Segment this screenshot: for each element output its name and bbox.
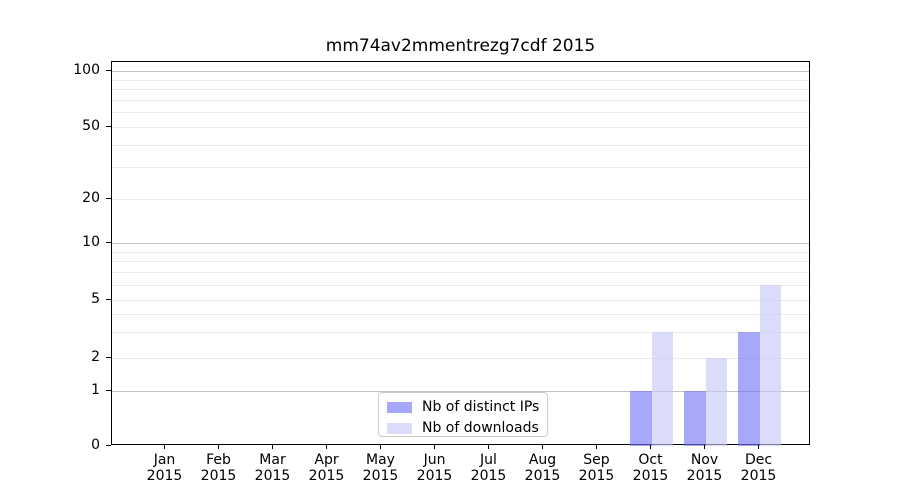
y-tick-label: 20 bbox=[82, 190, 100, 206]
bar-distinct-ips-dec bbox=[738, 332, 760, 446]
gridline-80 bbox=[112, 89, 809, 91]
y-tick-mark bbox=[105, 241, 111, 243]
legend-label: Nb of distinct IPs bbox=[422, 399, 540, 415]
gridline-1 bbox=[112, 391, 809, 392]
y-tick-mark bbox=[105, 197, 111, 199]
y-tick-mark bbox=[105, 69, 111, 71]
bar-downloads-oct bbox=[651, 332, 673, 446]
gridline-6 bbox=[112, 285, 809, 286]
y-tick-label: 10 bbox=[82, 234, 100, 250]
gridline-2 bbox=[112, 358, 809, 359]
gridline-40 bbox=[112, 144, 809, 146]
gridline-3 bbox=[112, 332, 809, 334]
x-tick-mark bbox=[595, 445, 598, 449]
x-tick-mark bbox=[433, 445, 436, 449]
legend: Nb of distinct IPs Nb of downloads bbox=[378, 392, 548, 437]
x-tick-label-sep: Sep 2015 bbox=[578, 452, 615, 484]
gridline-9 bbox=[112, 251, 809, 253]
gridline-70 bbox=[112, 99, 809, 101]
y-tick-label: 5 bbox=[91, 291, 100, 307]
x-tick-label-dec: Dec 2015 bbox=[740, 452, 777, 484]
x-tick-label-oct: Oct 2015 bbox=[632, 452, 669, 484]
x-tick-mark bbox=[703, 445, 706, 449]
bar-distinct-ips-oct bbox=[630, 391, 652, 446]
gridline-60 bbox=[112, 112, 809, 114]
gridline-90 bbox=[112, 79, 809, 81]
legend-item: Nb of downloads bbox=[387, 421, 539, 435]
gridline-8 bbox=[112, 261, 809, 263]
x-tick-mark bbox=[379, 445, 382, 449]
bar-downloads-nov bbox=[705, 358, 727, 446]
x-tick-label-mar: Mar 2015 bbox=[254, 452, 291, 484]
gridline-20 bbox=[112, 199, 809, 200]
y-tick-mark bbox=[105, 444, 111, 446]
legend-swatch-icon bbox=[387, 401, 412, 413]
x-tick-label-jan: Jan 2015 bbox=[146, 452, 183, 484]
y-tick-label: 0 bbox=[91, 437, 100, 453]
y-tick-label: 1 bbox=[91, 382, 100, 398]
gridline-5 bbox=[112, 300, 809, 301]
x-tick-label-apr: Apr 2015 bbox=[308, 452, 345, 484]
gridline-50 bbox=[112, 127, 809, 128]
legend-swatch-icon bbox=[387, 422, 412, 434]
x-tick-mark bbox=[649, 445, 652, 449]
bar-distinct-ips-nov bbox=[684, 391, 706, 446]
gridline-4 bbox=[112, 314, 809, 316]
chart-title: mm74av2mmentrezg7cdf 2015 bbox=[325, 36, 596, 56]
gridline-30 bbox=[112, 167, 809, 169]
x-tick-label-aug: Aug 2015 bbox=[524, 452, 561, 484]
y-tick-label: 50 bbox=[82, 118, 100, 134]
x-tick-mark bbox=[487, 445, 490, 449]
y-tick-mark bbox=[105, 389, 111, 391]
legend-label: Nb of downloads bbox=[422, 420, 539, 436]
x-tick-mark bbox=[163, 445, 166, 449]
x-tick-mark bbox=[757, 445, 760, 449]
y-tick-mark bbox=[105, 356, 111, 358]
x-tick-label-jun: Jun 2015 bbox=[416, 452, 453, 484]
bar-downloads-dec bbox=[759, 285, 781, 446]
y-tick-mark bbox=[105, 298, 111, 300]
gridline-100 bbox=[112, 71, 809, 72]
gridline-7 bbox=[112, 272, 809, 274]
y-tick-label: 100 bbox=[73, 62, 100, 78]
x-tick-label-may: May 2015 bbox=[362, 452, 399, 484]
y-tick-label: 2 bbox=[91, 349, 100, 365]
x-tick-label-nov: Nov 2015 bbox=[686, 452, 723, 484]
plot-area: Nb of distinct IPs Nb of downloads bbox=[111, 61, 810, 446]
gridline-10 bbox=[112, 243, 809, 244]
legend-item: Nb of distinct IPs bbox=[387, 400, 539, 414]
x-tick-mark bbox=[217, 445, 220, 449]
x-tick-mark bbox=[541, 445, 544, 449]
x-tick-label-feb: Feb 2015 bbox=[200, 452, 237, 484]
x-tick-mark bbox=[325, 445, 328, 449]
x-tick-mark bbox=[271, 445, 274, 449]
y-tick-mark bbox=[105, 125, 111, 127]
x-tick-label-jul: Jul 2015 bbox=[470, 452, 507, 484]
